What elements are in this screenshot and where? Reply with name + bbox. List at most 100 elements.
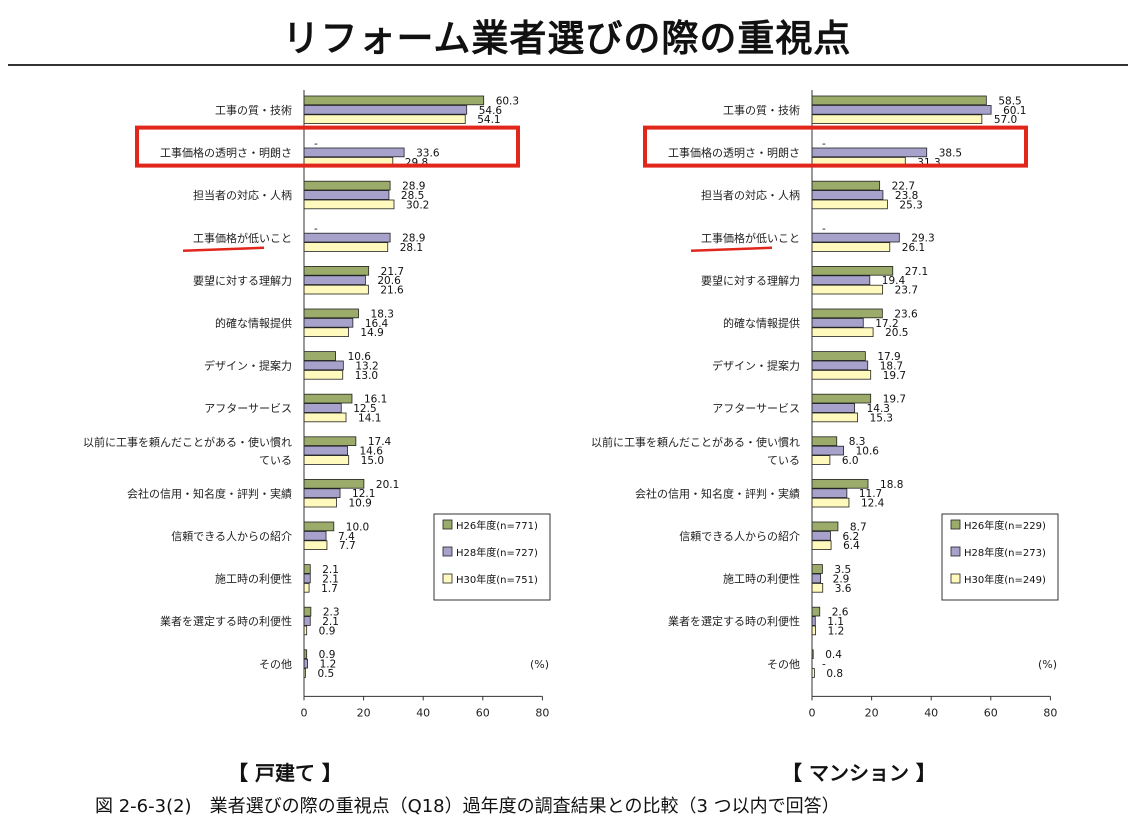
bar	[303, 104, 468, 115]
panel-label-detached-house: 【 戸建て 】	[228, 761, 342, 785]
bar	[303, 521, 335, 532]
data-label: 2.1	[322, 564, 339, 576]
legend-box	[941, 513, 1059, 601]
legend-swatch	[950, 519, 961, 530]
data-label: 7.4	[338, 531, 355, 543]
bar	[811, 327, 874, 338]
data-label: 1.1	[827, 616, 844, 628]
bar	[303, 284, 369, 295]
data-label: 58.5	[998, 95, 1021, 107]
category-label: 要望に対する理解力	[193, 273, 292, 287]
data-label: 14.3	[867, 403, 890, 415]
category-label: 業者を選定する時の利便性	[160, 614, 292, 628]
category-label: 担当者の対応・人柄	[701, 188, 800, 202]
data-label: 30.2	[406, 199, 429, 211]
data-label: 17.2	[875, 318, 898, 330]
bar	[811, 625, 816, 636]
data-label: 10.0	[346, 521, 369, 533]
bar	[303, 478, 365, 489]
chart-condominium: 工事の質・技術工事価格の透明さ・明朗さ担当者の対応・人柄工事価格が低いこと要望に…	[591, 90, 1059, 719]
bar	[811, 369, 872, 380]
bar	[303, 317, 354, 328]
bar	[811, 540, 832, 550]
bar	[811, 232, 900, 243]
category-label: アフターサービス	[204, 402, 292, 415]
bar	[303, 403, 342, 413]
bar	[811, 114, 983, 124]
bar	[811, 308, 883, 319]
bar	[811, 265, 894, 276]
bar	[811, 317, 864, 328]
unit-label: (%)	[1038, 658, 1057, 671]
bar	[303, 530, 327, 541]
bar	[303, 393, 353, 404]
category-label: その他	[767, 658, 800, 671]
bar	[303, 180, 391, 191]
data-label: 19.7	[883, 370, 906, 382]
category-label: 会社の信用・知名度・評判・実績	[635, 486, 800, 500]
data-label: 33.6	[416, 147, 440, 159]
data-label: 8.7	[850, 521, 867, 533]
bar	[811, 403, 856, 413]
category-label: 要望に対する理解力	[701, 273, 800, 287]
bar	[303, 658, 308, 669]
x-tick-label: 0	[301, 706, 308, 719]
data-label: 0.8	[826, 668, 843, 680]
highlight-underline	[182, 246, 265, 253]
bar	[811, 351, 866, 361]
data-label: 12.1	[352, 488, 375, 500]
data-label: 14.6	[360, 446, 384, 458]
data-label: 0.5	[317, 668, 334, 680]
x-tick-label: 60	[984, 706, 998, 719]
x-tick-label: 20	[865, 706, 879, 719]
category-label: 施工時の利便性	[723, 572, 800, 586]
data-label: 6.4	[843, 540, 860, 552]
bar	[811, 360, 869, 371]
x-tick-label: 40	[416, 706, 430, 719]
legend-label: H30年度(n=751)	[456, 573, 538, 586]
bar	[811, 521, 839, 532]
data-label: 15.0	[361, 455, 384, 467]
data-label: 19.7	[883, 394, 906, 406]
data-label: 1.2	[828, 625, 845, 637]
data-label: 2.1	[322, 616, 339, 628]
data-label: 23.8	[895, 190, 918, 202]
data-label: 6.2	[842, 531, 859, 543]
data-label: -	[822, 223, 826, 235]
data-label: 17.9	[877, 351, 900, 363]
legend-label: H30年度(n=249)	[964, 573, 1046, 586]
x-tick-label: 0	[809, 706, 816, 719]
data-label: 25.3	[899, 199, 922, 211]
data-label: 3.5	[834, 564, 851, 576]
data-label: 6.0	[842, 455, 859, 467]
bar	[303, 308, 359, 319]
x-tick-label: 80	[535, 706, 549, 719]
data-label: -	[822, 138, 826, 150]
bar	[811, 582, 824, 593]
data-label: 14.9	[360, 327, 383, 339]
figure-caption: 図 2-6-3(2) 業者選びの際の重視点（Q18）過年度の調査結果との比較（3…	[95, 796, 840, 817]
data-label: -	[314, 138, 318, 150]
data-label: 19.4	[882, 275, 906, 287]
data-label: 2.6	[832, 607, 849, 619]
bar	[303, 369, 344, 380]
category-label: 信頼できる人からの紹介	[679, 530, 800, 543]
data-label: 54.6	[479, 105, 503, 117]
data-label: 28.1	[400, 242, 423, 254]
bar	[303, 190, 390, 200]
bar	[303, 497, 337, 508]
bar	[303, 606, 312, 617]
bar	[303, 436, 357, 446]
highlight-box	[135, 125, 520, 168]
category-label: 工事の質・技術	[723, 103, 800, 117]
data-label: 18.8	[880, 479, 903, 491]
data-label: 60.1	[1003, 105, 1026, 117]
data-label: 21.7	[381, 266, 404, 278]
bar	[303, 455, 350, 465]
data-label: 28.5	[401, 190, 424, 202]
data-label: 7.7	[339, 540, 356, 552]
category-label: 的確な情報提供	[723, 316, 800, 330]
bar	[811, 275, 871, 286]
data-label: 38.5	[939, 147, 962, 159]
category-label: 的確な情報提供	[215, 316, 292, 330]
